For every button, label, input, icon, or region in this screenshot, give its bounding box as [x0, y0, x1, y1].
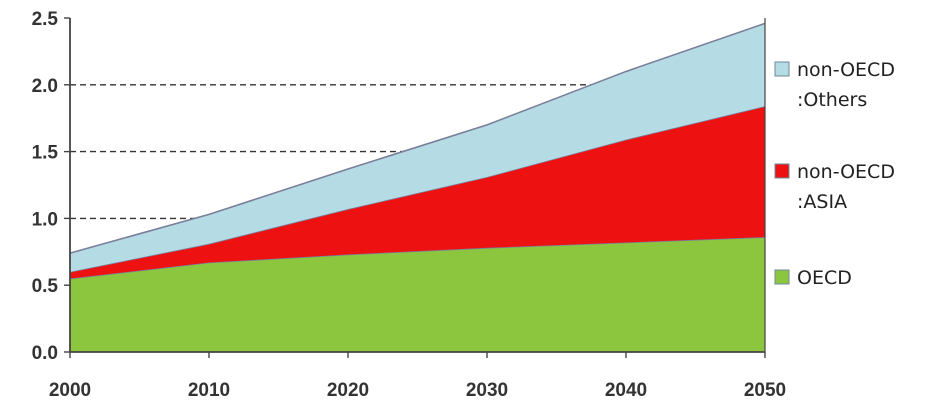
legend-label: :Others [797, 89, 867, 111]
tick-labels: 0.0 0.5 1.0 1.5 2.0 2.5 2000 2010 2020 2030 2040 20… [32, 9, 787, 401]
axes [64, 17, 766, 358]
legend-label: non-OECD [797, 59, 895, 81]
y-tick-label: 2.0 [32, 76, 58, 97]
y-tick-label: 0.5 [32, 276, 59, 297]
x-tick-label: 2040 [605, 380, 647, 401]
x-tick-label: 2050 [744, 380, 786, 401]
legend-swatch [774, 61, 790, 77]
legend-label: :ASIA [797, 191, 847, 213]
y-tick-label: 1.0 [32, 209, 58, 230]
x-tick-label: 2010 [188, 380, 230, 401]
legend: non-OECD :Others non-OECD :ASIA OECD [774, 59, 895, 289]
area-edge-non-oecd-asia [69, 105, 766, 273]
legend-item-non-oecd-others: non-OECD :Others [774, 59, 895, 111]
legend-item-non-oecd-asia: non-OECD :ASIA [774, 161, 895, 213]
x-tick-label: 2000 [49, 380, 91, 401]
legend-item-oecd: OECD [774, 267, 852, 289]
area-oecd [70, 237, 765, 352]
area-series [69, 22, 766, 352]
x-tick-label: 2020 [327, 380, 369, 401]
legend-label: OECD [797, 267, 852, 289]
legend-label: non-OECD [797, 161, 895, 183]
y-tick-label: 0.0 [32, 343, 58, 364]
area-edge-non-oecd-others [69, 22, 766, 254]
legend-swatch [774, 163, 790, 179]
legend-swatch [774, 269, 790, 285]
y-tick-label: 2.5 [32, 9, 59, 30]
y-tick-label: 1.5 [32, 143, 59, 164]
x-tick-label: 2030 [466, 380, 508, 401]
